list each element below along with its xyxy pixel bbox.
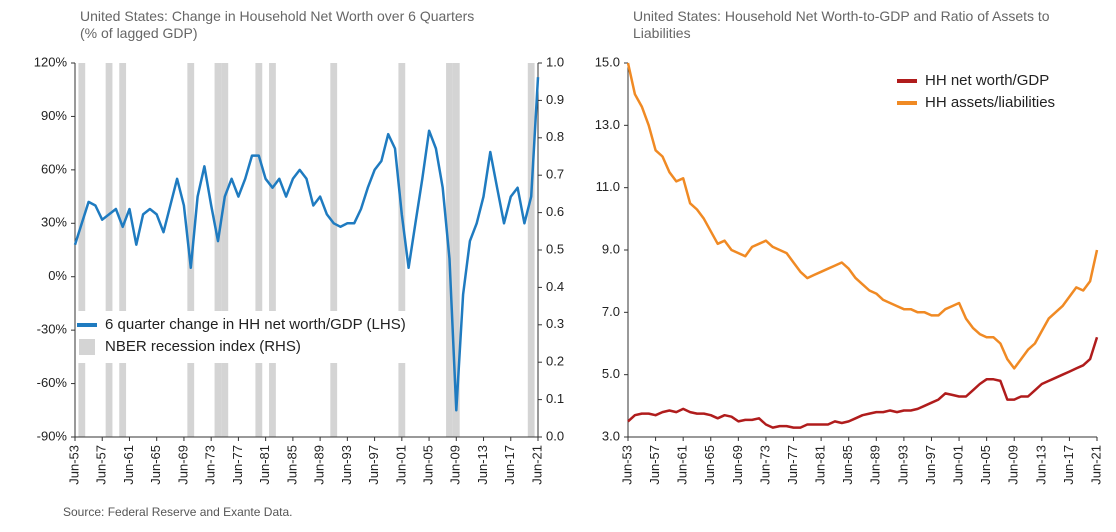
x-tick-label: Jun-13 xyxy=(1033,445,1048,485)
y2-tick-label: 0.7 xyxy=(546,167,564,182)
legend-box xyxy=(77,311,407,363)
recession-bar xyxy=(105,63,113,437)
x-tick-label: Jun-53 xyxy=(619,445,634,485)
y-tick-label: -90% xyxy=(37,428,68,443)
legend-label: NBER recession index (RHS) xyxy=(105,338,301,355)
y-tick-label: 90% xyxy=(41,108,67,123)
y2-tick-label: 1.0 xyxy=(546,54,564,69)
x-tick-label: Jun-57 xyxy=(94,445,109,485)
x-tick-label: Jun-93 xyxy=(339,445,354,485)
y2-tick-label: 0.1 xyxy=(546,391,564,406)
x-tick-label: Jun-21 xyxy=(1088,445,1103,485)
x-tick-label: Jun-85 xyxy=(840,445,855,485)
y2-tick-label: 0.6 xyxy=(546,204,564,219)
x-tick-label: Jun-97 xyxy=(923,445,938,485)
x-tick-label: Jun-77 xyxy=(230,445,245,485)
chart-subtitle: (% of lagged GDP) xyxy=(80,25,198,41)
x-tick-label: Jun-09 xyxy=(448,445,463,485)
y2-tick-label: 0.0 xyxy=(546,428,564,443)
chart: -90% -60% -30% 0% 30% 60% 90% 120% 0.0 0.1 0.2 0.3 0… xyxy=(34,54,1104,485)
y-tick-label: 9.0 xyxy=(602,241,620,256)
x-tick-label: Jun-73 xyxy=(757,445,772,485)
y-tick-label: 30% xyxy=(41,215,67,230)
recession-bar xyxy=(527,63,535,437)
legend-swatch xyxy=(79,339,95,355)
recession-bar xyxy=(214,63,222,437)
x-tick-label: Jun-89 xyxy=(868,445,883,485)
recession-bar xyxy=(452,63,460,437)
x-tick-label: Jun-53 xyxy=(66,445,81,485)
chart-title: United States: Household Net Worth-to-GD… xyxy=(633,8,1050,41)
y-tick-label: 7.0 xyxy=(602,304,620,319)
y-tick-label: -30% xyxy=(37,322,68,337)
chart-title: United States: Change in Household Net W… xyxy=(80,8,475,24)
x-tick-label: Jun-81 xyxy=(813,445,828,485)
recession-bar xyxy=(255,63,263,437)
y2-tick-label: 0.8 xyxy=(546,129,564,144)
x-tick-label: Jun-65 xyxy=(702,445,717,485)
x-tick-label: Jun-21 xyxy=(529,445,544,485)
recession-bar xyxy=(119,63,127,437)
y-tick-label: -60% xyxy=(37,375,68,390)
series-line xyxy=(73,77,540,412)
legend-label: HH assets/liabilities xyxy=(925,94,1055,111)
series-line xyxy=(627,336,1099,429)
y-tick-label: 15.0 xyxy=(595,54,620,69)
y2-tick-label: 0.9 xyxy=(546,92,564,107)
y-tick-label: 0% xyxy=(48,268,67,283)
y2-tick-label: 0.2 xyxy=(546,354,564,369)
legend-label: 6 quarter change in HH net worth/GDP (LH… xyxy=(105,316,406,333)
recession-bar xyxy=(269,63,276,437)
x-tick-label: Jun-61 xyxy=(675,445,690,485)
x-tick-label: Jun-05 xyxy=(978,445,993,485)
x-tick-label: Jun-61 xyxy=(121,445,136,485)
source-note: Source: Federal Reserve and Exante Data. xyxy=(63,505,293,519)
recession-bar xyxy=(221,63,229,437)
y-tick-label: 3.0 xyxy=(602,428,620,443)
recession-bar xyxy=(330,63,338,437)
x-tick-label: Jun-69 xyxy=(730,445,745,485)
y2-tick-label: 0.3 xyxy=(546,316,564,331)
x-tick-label: Jun-17 xyxy=(1061,445,1076,485)
x-tick-label: Jun-01 xyxy=(393,445,408,485)
y-tick-label: 11.0 xyxy=(596,179,620,194)
y2-tick-label: 0.5 xyxy=(546,241,564,256)
y-tick-label: 60% xyxy=(41,161,67,176)
x-tick-label: Jun-97 xyxy=(366,445,381,485)
y-tick-label: 120% xyxy=(34,54,68,69)
x-tick-label: Jun-65 xyxy=(148,445,163,485)
x-tick-label: Jun-85 xyxy=(284,445,299,485)
x-tick-label: Jun-73 xyxy=(203,445,218,485)
series-line xyxy=(626,62,1099,370)
x-tick-label: Jun-13 xyxy=(475,445,490,485)
x-tick-label: Jun-05 xyxy=(420,445,435,485)
x-tick-label: Jun-01 xyxy=(950,445,965,485)
recession-bar xyxy=(398,63,406,437)
legend-label: HH net worth/GDP xyxy=(925,72,1049,89)
recession-bar xyxy=(78,63,86,437)
x-tick-label: Jun-93 xyxy=(895,445,910,485)
y-tick-label: 5.0 xyxy=(602,366,620,381)
x-tick-label: Jun-17 xyxy=(502,445,517,485)
x-tick-label: Jun-89 xyxy=(312,445,327,485)
y-tick-label: 13.0 xyxy=(595,117,620,132)
y2-tick-label: 0.4 xyxy=(546,279,564,294)
x-tick-label: Jun-57 xyxy=(647,445,662,485)
x-tick-label: Jun-69 xyxy=(175,445,190,485)
x-tick-label: Jun-09 xyxy=(1006,445,1021,485)
x-tick-label: Jun-77 xyxy=(785,445,800,485)
x-tick-label: Jun-81 xyxy=(257,445,272,485)
recession-bar xyxy=(187,63,195,437)
